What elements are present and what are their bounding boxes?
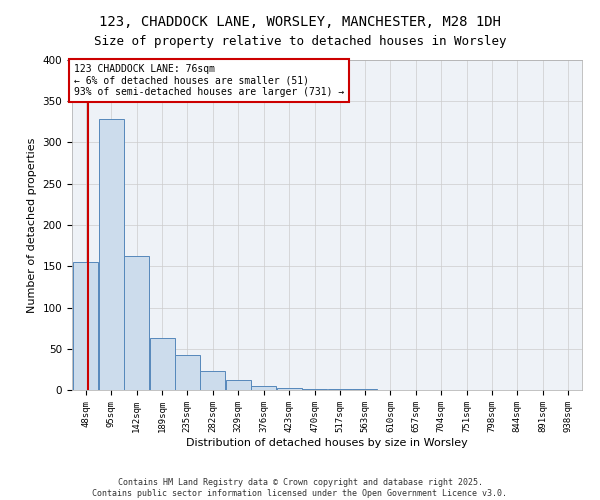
Bar — [277, 388, 302, 390]
Text: Size of property relative to detached houses in Worsley: Size of property relative to detached ho… — [94, 35, 506, 48]
Bar — [150, 338, 175, 390]
Text: 123 CHADDOCK LANE: 76sqm
← 6% of detached houses are smaller (51)
93% of semi-de: 123 CHADDOCK LANE: 76sqm ← 6% of detache… — [74, 64, 344, 98]
Bar — [302, 389, 327, 390]
Bar — [73, 262, 98, 390]
Bar — [200, 371, 225, 390]
Bar — [124, 256, 149, 390]
Text: Contains HM Land Registry data © Crown copyright and database right 2025.
Contai: Contains HM Land Registry data © Crown c… — [92, 478, 508, 498]
Text: 123, CHADDOCK LANE, WORSLEY, MANCHESTER, M28 1DH: 123, CHADDOCK LANE, WORSLEY, MANCHESTER,… — [99, 15, 501, 29]
X-axis label: Distribution of detached houses by size in Worsley: Distribution of detached houses by size … — [186, 438, 468, 448]
Bar — [251, 386, 276, 390]
Bar — [352, 389, 377, 390]
Bar — [226, 380, 251, 390]
Bar — [99, 120, 124, 390]
Bar — [328, 389, 352, 390]
Y-axis label: Number of detached properties: Number of detached properties — [27, 138, 37, 312]
Bar — [175, 356, 200, 390]
